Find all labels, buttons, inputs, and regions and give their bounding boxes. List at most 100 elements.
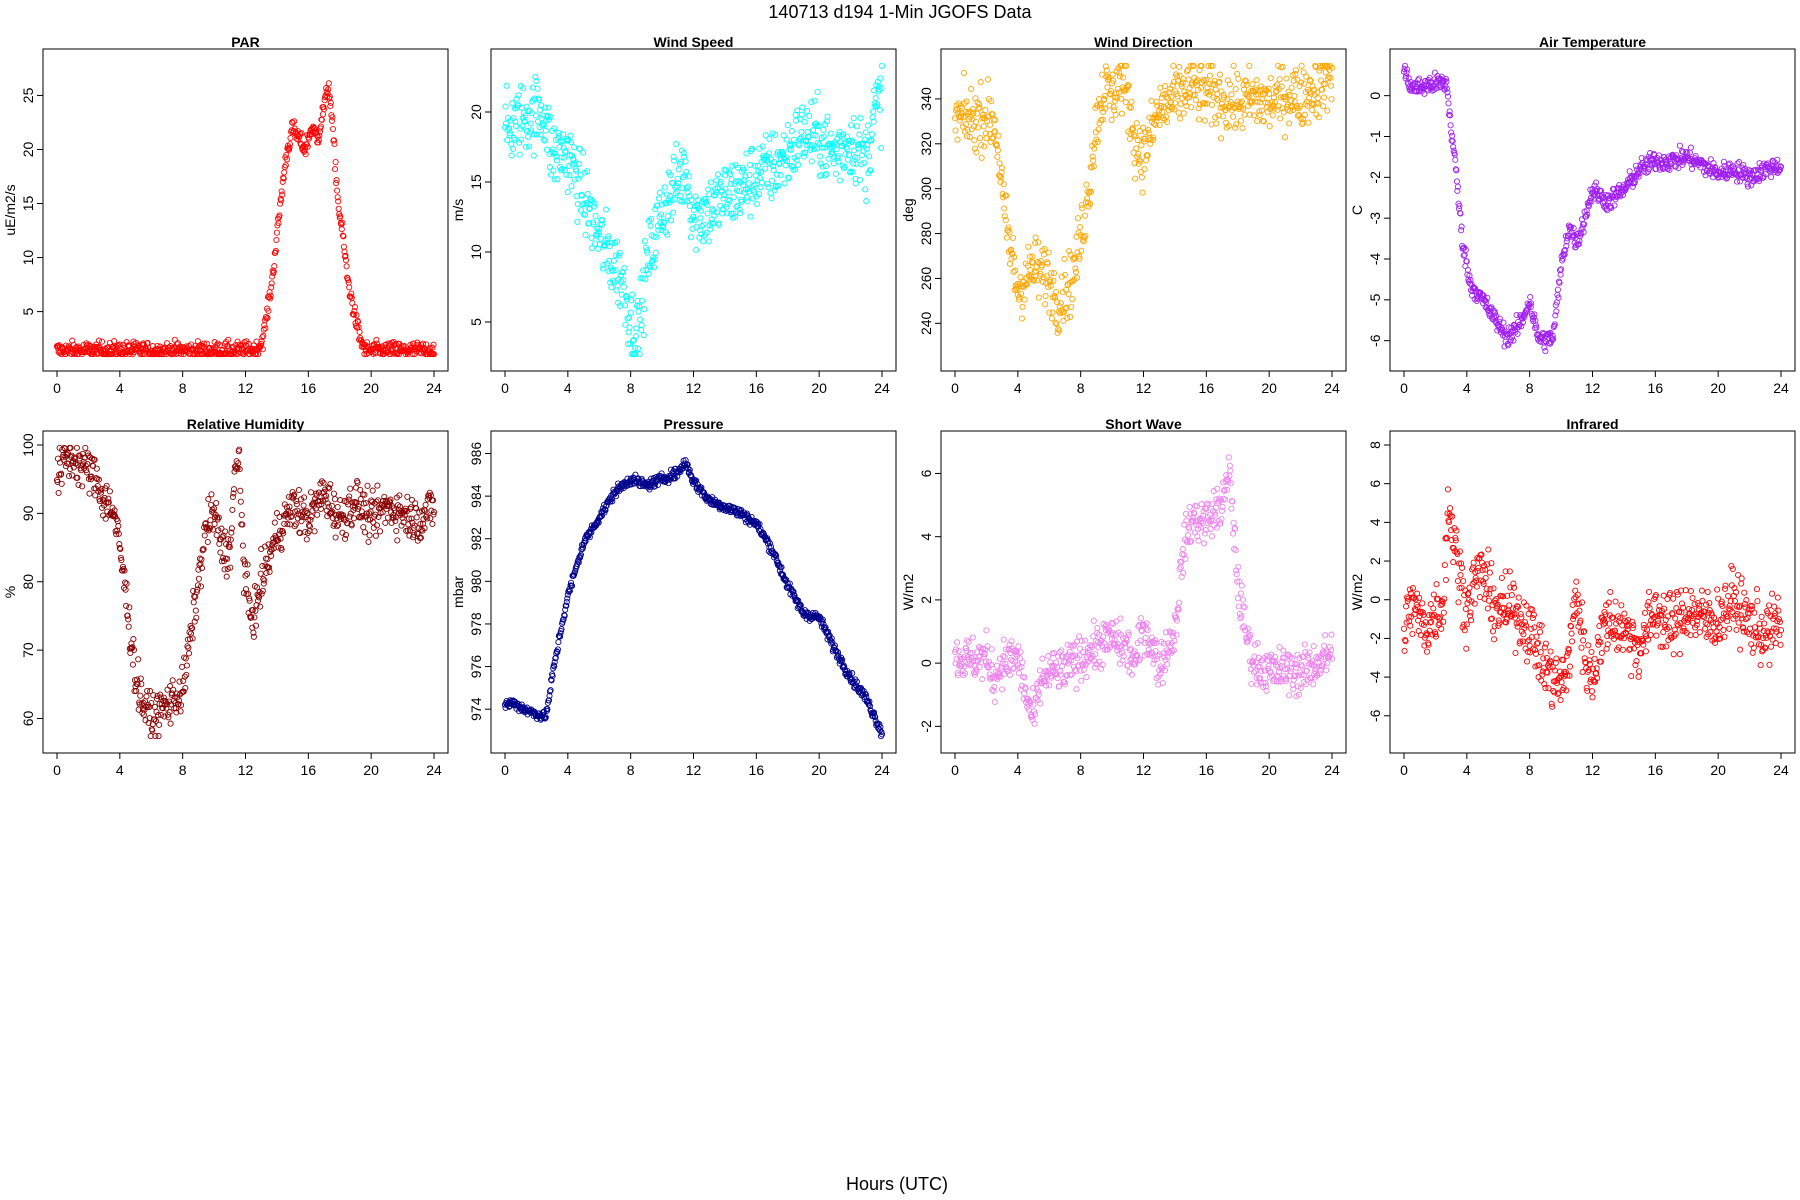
data-point <box>1167 99 1174 106</box>
data-point <box>258 545 265 553</box>
data-point <box>346 493 353 500</box>
data-point <box>681 198 688 205</box>
data-point <box>983 135 990 142</box>
data-point <box>1449 138 1456 145</box>
data-point <box>1561 251 1568 258</box>
y-tick-label: 974 <box>468 697 484 721</box>
scatter-points <box>501 62 886 358</box>
data-point <box>1003 234 1010 241</box>
data-point <box>1004 227 1011 234</box>
data-point <box>237 487 244 494</box>
data-point <box>392 514 399 521</box>
data-point <box>297 496 305 503</box>
data-point <box>759 179 766 186</box>
data-point <box>632 333 639 340</box>
data-point <box>982 107 989 114</box>
data-point <box>1267 74 1274 82</box>
data-point <box>58 480 65 487</box>
data-point <box>1031 276 1038 283</box>
data-point <box>673 140 680 148</box>
data-point <box>1254 118 1261 125</box>
data-point <box>303 536 310 543</box>
data-point <box>67 444 74 451</box>
data-point <box>1593 188 1600 195</box>
data-point <box>1081 637 1088 644</box>
data-point <box>1288 97 1295 104</box>
data-point <box>835 158 842 165</box>
data-point <box>1259 117 1266 124</box>
data-point <box>1514 330 1521 337</box>
data-point <box>1319 62 1326 69</box>
data-point <box>675 180 682 187</box>
data-point <box>1205 62 1212 69</box>
data-point <box>755 168 762 175</box>
data-point <box>1555 294 1562 301</box>
data-point <box>616 252 623 259</box>
x-tick-label: 24 <box>874 380 890 396</box>
data-point <box>1107 88 1115 95</box>
data-point <box>1094 138 1101 145</box>
data-point <box>1133 120 1140 127</box>
data-point <box>1458 227 1465 234</box>
data-point <box>1202 76 1209 84</box>
data-point <box>557 138 564 145</box>
data-point <box>331 166 339 173</box>
data-point <box>969 105 976 113</box>
data-point <box>1238 98 1245 105</box>
data-point <box>1217 104 1224 111</box>
data-point <box>1416 75 1423 82</box>
data-point <box>267 295 274 302</box>
data-point <box>552 150 559 157</box>
data-point <box>1029 253 1036 260</box>
data-point <box>564 189 571 196</box>
data-point <box>664 231 671 238</box>
data-point <box>1453 167 1460 174</box>
data-point <box>1243 78 1250 85</box>
data-point <box>1249 81 1256 88</box>
data-point <box>305 135 312 142</box>
data-point <box>655 227 662 234</box>
data-point <box>856 176 864 183</box>
data-point <box>1131 131 1138 139</box>
data-point <box>365 538 372 545</box>
data-point <box>560 131 567 138</box>
data-point <box>156 721 163 728</box>
data-point <box>1328 96 1335 103</box>
x-tick-label: 16 <box>1199 762 1215 778</box>
data-point <box>785 175 792 182</box>
data-point <box>1050 277 1057 284</box>
data-point <box>1721 163 1728 170</box>
data-point <box>1446 108 1453 115</box>
data-point <box>1062 305 1069 312</box>
data-point <box>648 215 655 222</box>
x-tick-label: 16 <box>1648 380 1664 396</box>
data-point <box>1496 318 1503 325</box>
data-point <box>1510 337 1517 344</box>
data-point <box>1533 324 1540 331</box>
data-point <box>1141 166 1148 173</box>
data-point <box>307 516 314 523</box>
data-point <box>571 144 578 151</box>
data-point <box>819 144 826 151</box>
data-point <box>291 491 298 498</box>
data-point <box>996 173 1004 180</box>
x-tick-label: 4 <box>564 762 572 778</box>
data-point <box>1206 72 1214 79</box>
data-point <box>182 655 189 662</box>
data-point <box>265 307 272 314</box>
data-point <box>1122 99 1129 106</box>
data-point <box>670 209 677 216</box>
data-point <box>1139 189 1146 196</box>
data-point <box>221 566 228 573</box>
data-point <box>1101 95 1108 103</box>
data-point <box>272 247 279 254</box>
data-point <box>1058 273 1065 280</box>
data-point <box>642 276 649 283</box>
data-point <box>1084 188 1091 195</box>
data-point <box>999 164 1006 171</box>
data-point <box>1616 182 1623 189</box>
data-point <box>280 530 287 537</box>
data-point <box>1308 90 1315 97</box>
data-point <box>430 341 437 348</box>
data-point <box>719 210 726 217</box>
